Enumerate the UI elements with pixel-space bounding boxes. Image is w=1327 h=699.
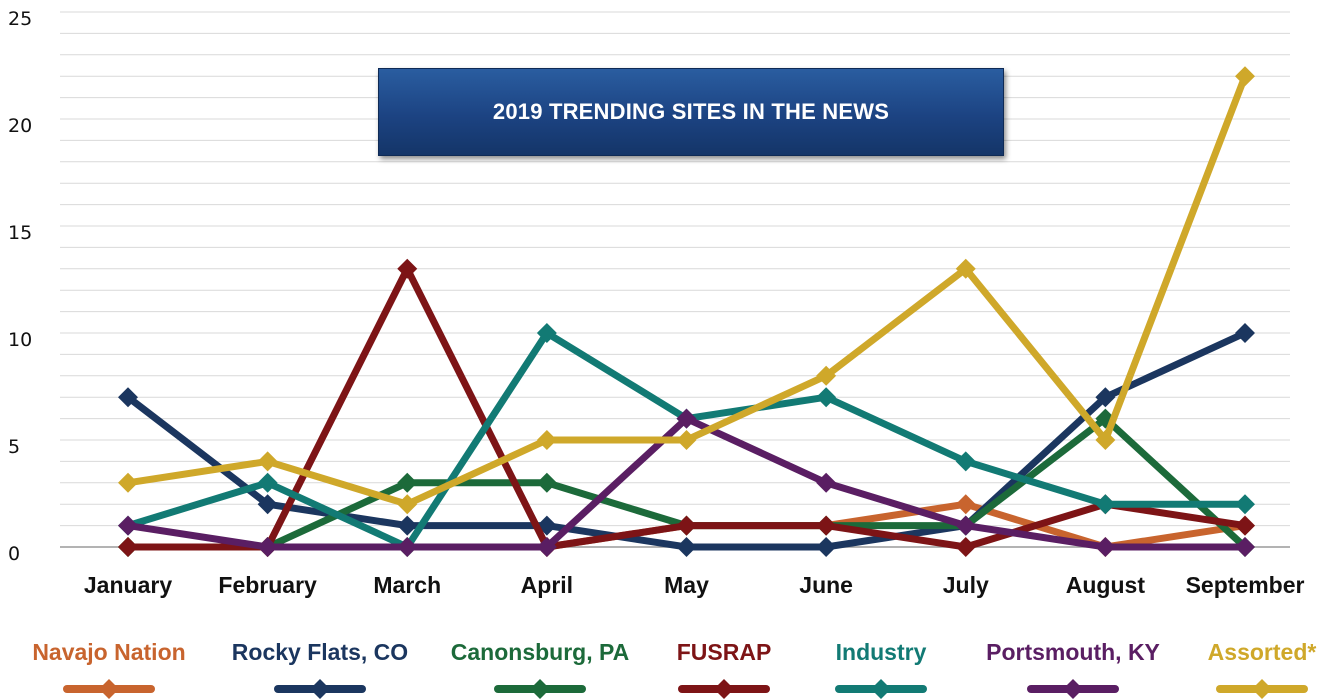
legend-label: Rocky Flats, CO <box>232 639 408 665</box>
legend-item: Navajo Nation <box>32 639 186 699</box>
y-tick-label: 20 <box>8 115 32 137</box>
data-point-marker <box>816 515 837 536</box>
data-point-marker <box>676 515 697 536</box>
data-point-marker <box>676 537 697 557</box>
data-point-marker <box>955 451 976 472</box>
legend-item: FUSRAP <box>677 639 772 699</box>
legend-swatch-marker <box>1063 679 1083 699</box>
data-point-marker <box>955 258 976 279</box>
data-point-marker <box>118 537 138 557</box>
y-tick-label: 15 <box>8 222 32 244</box>
data-point-marker <box>397 537 418 557</box>
y-tick-label: 10 <box>8 329 32 351</box>
series-lines <box>118 66 1255 557</box>
data-point-marker <box>536 472 557 493</box>
series-3 <box>118 258 1255 557</box>
y-tick-label: 5 <box>8 436 20 458</box>
series-5 <box>118 408 1255 557</box>
legend-swatch-marker <box>1252 679 1272 699</box>
data-point-marker <box>257 537 278 557</box>
legend-label: Assorted* <box>1208 639 1317 665</box>
x-axis-ticks: January February March April May June July Augu… <box>84 572 1305 598</box>
data-point-marker <box>397 258 418 279</box>
data-point-marker <box>676 408 697 429</box>
data-point-marker <box>1095 387 1116 408</box>
x-tick-label: January <box>84 572 172 598</box>
legend-swatch-marker <box>871 679 891 699</box>
x-tick-label: March <box>373 572 441 598</box>
chart-title: 2019 TRENDING SITES IN THE NEWS <box>492 99 890 124</box>
legend-label: Portsmouth, KY <box>986 639 1160 665</box>
data-point-marker <box>816 387 837 408</box>
x-tick-label: February <box>218 572 317 598</box>
legend-label: FUSRAP <box>677 639 772 665</box>
data-point-marker <box>955 515 976 536</box>
data-point-marker <box>397 494 418 515</box>
grid-lines <box>60 11 1290 548</box>
series-1 <box>118 323 1255 557</box>
data-point-marker <box>1235 494 1255 515</box>
data-point-marker <box>816 365 837 386</box>
chart-title-box: 2019 TRENDING SITES IN THE NEWS <box>378 68 1004 156</box>
data-point-marker <box>1095 494 1116 515</box>
legend-item: Rocky Flats, CO <box>232 639 408 699</box>
data-point-marker <box>257 494 278 515</box>
data-point-marker <box>1235 537 1255 557</box>
y-tick-label: 25 <box>8 8 32 30</box>
legend-label: Canonsburg, PA <box>451 639 629 665</box>
legend-label: Industry <box>836 639 927 665</box>
legend-item: Assorted* <box>1208 639 1317 699</box>
series-6 <box>118 66 1255 515</box>
legend-swatch-marker <box>99 679 119 699</box>
legend: Navajo Nation Rocky Flats, CO Canonsburg, … <box>32 639 1316 699</box>
data-point-marker <box>955 537 976 557</box>
legend-label: Navajo Nation <box>32 639 185 665</box>
data-point-marker <box>536 323 557 343</box>
data-point-marker <box>397 472 418 493</box>
y-axis-ticks: 0 5 10 15 20 25 <box>8 8 32 565</box>
data-point-marker <box>118 387 138 408</box>
data-point-marker <box>397 515 418 536</box>
data-point-marker <box>955 494 976 515</box>
data-point-marker <box>676 430 697 450</box>
x-tick-label: May <box>664 572 709 598</box>
x-tick-label: August <box>1066 572 1146 598</box>
data-point-marker <box>118 515 138 536</box>
data-point-marker <box>816 537 837 557</box>
x-tick-label: April <box>521 572 573 598</box>
data-point-marker <box>257 472 278 493</box>
data-point-marker <box>536 430 557 450</box>
legend-item: Canonsburg, PA <box>451 639 629 699</box>
legend-item: Portsmouth, KY <box>986 639 1160 699</box>
data-point-marker <box>1235 515 1255 536</box>
data-point-marker <box>1235 323 1255 343</box>
legend-swatch-marker <box>714 679 734 699</box>
x-tick-label: June <box>799 572 853 598</box>
x-tick-label: September <box>1186 572 1305 598</box>
legend-swatch-marker <box>310 679 330 699</box>
y-tick-label: 0 <box>8 543 20 565</box>
data-point-marker <box>118 472 138 493</box>
legend-item: Industry <box>835 639 927 699</box>
data-point-marker <box>536 537 557 557</box>
legend-swatch-marker <box>530 679 550 699</box>
data-point-marker <box>1095 537 1116 557</box>
data-point-marker <box>257 451 278 472</box>
data-point-marker <box>816 472 837 493</box>
data-point-marker <box>1095 430 1116 450</box>
data-point-marker <box>1235 66 1255 87</box>
x-tick-label: July <box>943 572 989 598</box>
